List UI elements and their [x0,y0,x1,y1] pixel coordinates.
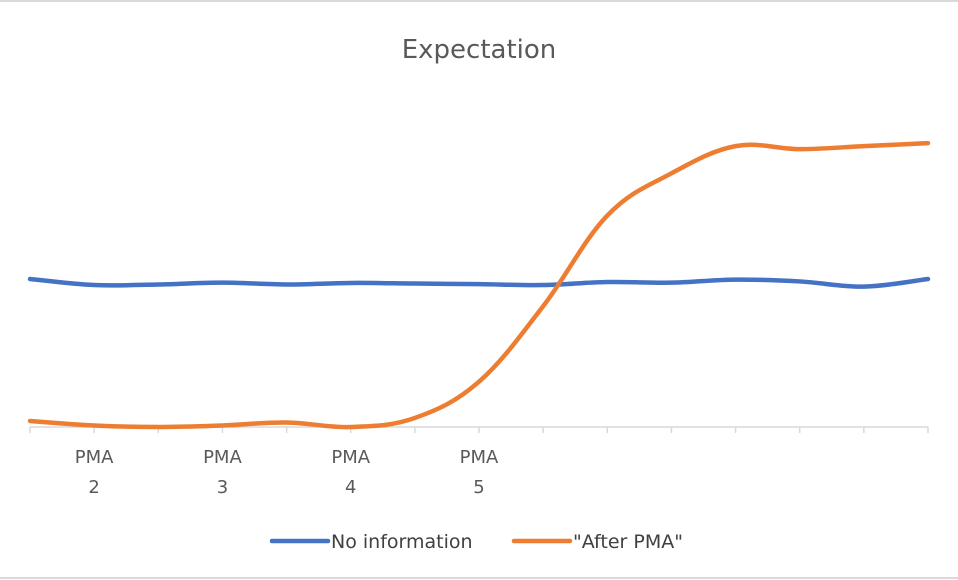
series-line-1 [27,276,931,289]
series-line-2 [27,140,931,430]
x-tick-label: PMA 3 [203,447,242,498]
x-tick-label: PMA 4 [331,447,370,498]
plot-area: PMA 2 PMA 3 PMA 4 PMA 5 [27,140,931,498]
x-tick-label: PMA 5 [460,447,499,498]
chart-legend: No information "After PMA" [269,531,683,553]
legend-label-1: No information [331,531,473,553]
legend-label-2: "After PMA" [573,531,683,553]
chart-title: Expectation [402,35,557,65]
x-tick-label: PMA 2 [75,447,114,498]
